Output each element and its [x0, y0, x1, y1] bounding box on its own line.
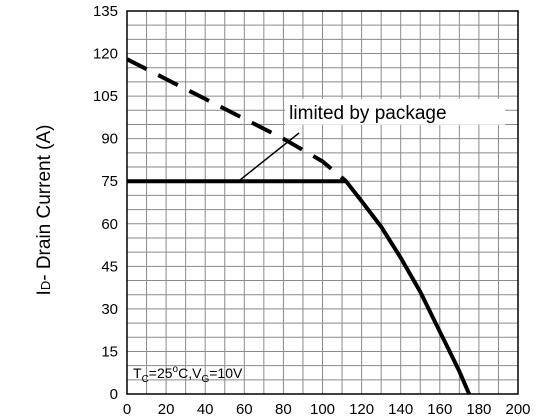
x-tick-label: 20 [158, 401, 175, 418]
y-tick-label: 15 [101, 343, 118, 360]
x-tick-label: 0 [123, 401, 131, 418]
annotation-group: limited by package [237, 98, 506, 182]
y-tick-label: 90 [101, 131, 118, 148]
condition-label: TC=25oC,VG=10V [133, 364, 243, 385]
x-tick-label: 180 [466, 401, 491, 418]
x-tick-label: 120 [349, 401, 374, 418]
y-axis-label: ID- Drain Current (A) [34, 125, 55, 296]
annotation-leader-line [237, 132, 300, 182]
cond-t-sub: C [142, 374, 149, 385]
x-tick-label: 140 [388, 401, 413, 418]
series-group [126, 57, 471, 395]
annotation-background [285, 98, 506, 125]
x-tick-label: 200 [505, 401, 530, 418]
cond-voltage: =10V [209, 365, 243, 381]
dashed-series-line [126, 57, 348, 183]
y-tick-label: 0 [110, 386, 118, 403]
x-tick-label: 60 [236, 401, 253, 418]
cond-unit-v: C,V [178, 365, 202, 381]
y-tick-label: 105 [93, 88, 118, 105]
grid [126, 10, 519, 395]
plot-border [126, 10, 519, 395]
x-tick-label: 100 [310, 401, 335, 418]
y-tick-label: 120 [93, 46, 118, 63]
y-axis-label-sub: D [38, 281, 53, 290]
y-tick-label: 135 [93, 3, 118, 20]
y-tick-label: 75 [101, 173, 118, 190]
plot-frame [126, 10, 519, 395]
y-axis-label-main: I [34, 290, 55, 295]
y-axis-label-rest: - Drain Current (A) [34, 125, 55, 281]
annotation-text: limited by package [289, 103, 446, 124]
cond-t: T [133, 365, 142, 381]
x-tick-label: 40 [197, 401, 214, 418]
solid-series-line [127, 179, 471, 395]
x-tick-label: 160 [427, 401, 452, 418]
cond-temp: =25 [149, 365, 173, 381]
cond-g-sub: G [201, 374, 209, 385]
y-tick-label: 30 [101, 301, 118, 318]
y-tick-label: 60 [101, 216, 118, 233]
tick-labels: 0 20 40 60 80 100 120 140 160 180 200 0 15 30 45 60 75 90… [93, 3, 531, 418]
y-tick-label: 45 [101, 258, 118, 275]
x-tick-label: 80 [275, 401, 292, 418]
cond-degree: o [173, 364, 179, 375]
